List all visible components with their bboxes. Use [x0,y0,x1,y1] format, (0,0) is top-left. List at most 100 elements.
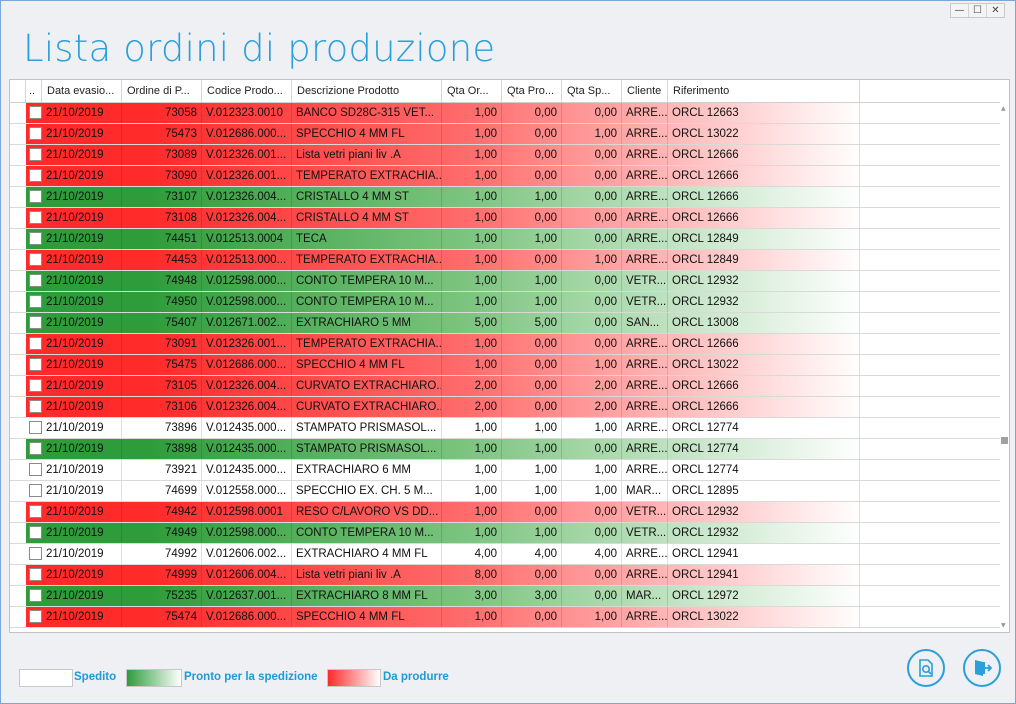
row-select-checkbox[interactable] [29,484,42,497]
table-row[interactable]: 21/10/2019 73896 V.012435.000... STAMPATO P… [10,418,1000,439]
row-select-checkbox[interactable] [29,232,42,245]
row-status-background [26,250,862,270]
maximize-button[interactable]: ☐ [969,4,987,17]
table-row[interactable]: 21/10/2019 73089 V.012326.001... Lista vetr… [10,145,1000,166]
cell-qta-spedita: 0,00 [562,208,622,228]
cell-codice: V.012598.000... [202,292,292,312]
scroll-down-icon[interactable]: ▼ [1001,622,1006,629]
row-select-checkbox[interactable] [29,505,42,518]
cell-codice: V.012637.001... [202,586,292,606]
header-codice[interactable]: Codice Prodo... [202,80,292,102]
row-select-checkbox[interactable] [29,610,42,623]
table-row[interactable]: 21/10/2019 74948 V.012598.000... CONTO TEMP… [10,271,1000,292]
table-row[interactable]: 21/10/2019 74949 V.012598.000... CONTO TEMP… [10,523,1000,544]
row-select-checkbox[interactable] [29,400,42,413]
row-select-checkbox[interactable] [29,421,42,434]
scroll-thumb[interactable] [1001,437,1008,444]
row-select-checkbox[interactable] [29,547,42,560]
preview-button[interactable] [907,649,945,687]
header-qta-prodotta[interactable]: Qta Pro... [502,80,562,102]
row-select-checkbox[interactable] [29,127,42,140]
header-descrizione[interactable]: Descrizione Prodotto [292,80,442,102]
table-row[interactable]: 21/10/2019 74950 V.012598.000... CONTO TEMP… [10,292,1000,313]
row-select-checkbox[interactable] [29,589,42,602]
header-riferimento[interactable]: Riferimento [668,80,860,102]
cell-qta-prodotta: 1,00 [502,460,562,480]
table-row[interactable]: 21/10/2019 75475 V.012686.000... SPECCHIO 4… [10,355,1000,376]
table-row[interactable]: 21/10/2019 74453 V.012513.000... TEMPERATO … [10,250,1000,271]
cell-cliente: SAN... [622,313,668,333]
table-row[interactable]: 21/10/2019 73898 V.012435.000... STAMPATO P… [10,439,1000,460]
cell-cliente: ARRE... [622,460,668,480]
row-select-checkbox[interactable] [29,337,42,350]
table-row[interactable]: 21/10/2019 73090 V.012326.001... TEMPERATO … [10,166,1000,187]
row-status-background [26,481,862,501]
cell-cliente: ARRE... [622,397,668,417]
row-select-checkbox[interactable] [29,106,42,119]
row-select-checkbox[interactable] [29,211,42,224]
row-select-checkbox[interactable] [29,253,42,266]
table-row[interactable]: 21/10/2019 74451 V.012513.0004 TECA 1,00 1,00… [10,229,1000,250]
row-select-checkbox[interactable] [29,526,42,539]
row-select-checkbox[interactable] [29,379,42,392]
cell-descrizione: EXTRACHIARO 5 MM [292,313,442,333]
row-select-checkbox[interactable] [29,169,42,182]
cell-riferimento: ORCL 13008 [668,313,860,333]
table-row[interactable]: 21/10/2019 73106 V.012326.004... CURVATO EX… [10,397,1000,418]
table-row[interactable]: 21/10/2019 73921 V.012435.000... EXTRACHIAR… [10,460,1000,481]
cell-data-evasione: 21/10/2019 [42,292,122,312]
row-select-checkbox[interactable] [29,463,42,476]
row-select-checkbox[interactable] [29,274,42,287]
header-ordine[interactable]: Ordine di P... [122,80,202,102]
table-row[interactable]: 21/10/2019 74992 V.012606.002... EXTRACHIAR… [10,544,1000,565]
minimize-button[interactable]: — [951,4,969,17]
legend-label-pronto: Pronto per la spedizione [184,671,318,683]
table-row[interactable]: 21/10/2019 73107 V.012326.004... CRISTALLO … [10,187,1000,208]
row-status-marker [27,456,42,459]
table-row[interactable]: 21/10/2019 75235 V.012637.001... EXTRACHIAR… [10,586,1000,607]
row-select-checkbox[interactable] [29,190,42,203]
table-row[interactable]: 21/10/2019 73108 V.012326.004... CRISTALLO … [10,208,1000,229]
cell-qta-spedita: 1,00 [562,418,622,438]
exit-button[interactable] [963,649,1001,687]
row-select-checkbox[interactable] [29,316,42,329]
row-status-background [26,418,862,438]
cell-ordine: 73106 [122,397,202,417]
table-row[interactable]: 21/10/2019 73105 V.012326.004... CURVATO EX… [10,376,1000,397]
row-select-checkbox[interactable] [29,148,42,161]
row-select-checkbox[interactable] [29,442,42,455]
table-row[interactable]: 21/10/2019 74699 V.012558.000... SPECCHIO E… [10,481,1000,502]
cell-qta-ordinata: 1,00 [442,166,502,186]
row-status-background [26,208,862,228]
grid-header: .. Data evasio... Ordine di P... Codice … [10,80,1000,103]
header-select[interactable]: .. [26,80,42,102]
cell-qta-spedita: 4,00 [562,544,622,564]
table-row[interactable]: 21/10/2019 73091 V.012326.001... TEMPERATO … [10,334,1000,355]
vertical-scrollbar[interactable]: ▲ ▼ [1000,103,1009,631]
row-select-checkbox[interactable] [29,358,42,371]
row-select-checkbox[interactable] [29,295,42,308]
table-row[interactable]: 21/10/2019 74942 V.012598.0001 RESO C/LAVOR… [10,502,1000,523]
row-status-background [26,397,862,417]
scroll-up-icon[interactable]: ▲ [1001,105,1006,112]
table-row[interactable]: 21/10/2019 75473 V.012686.000... SPECCHIO 4… [10,124,1000,145]
header-qta-spedita[interactable]: Qta Sp... [562,80,622,102]
cell-descrizione: CONTO TEMPERA 10 M... [292,271,442,291]
cell-descrizione: Lista vetri piani liv .A [292,145,442,165]
cell-ordine: 75473 [122,124,202,144]
header-cliente[interactable]: Cliente [622,80,668,102]
row-status-background [26,460,862,480]
legend-swatch-pronto [126,669,182,687]
header-data-evasione[interactable]: Data evasio... [42,80,122,102]
table-row[interactable]: 21/10/2019 75474 V.012686.000... SPECCHIO 4… [10,607,1000,628]
cell-qta-prodotta: 0,00 [502,355,562,375]
close-button[interactable]: ✕ [991,5,1000,16]
table-row[interactable]: 21/10/2019 75407 V.012671.002... EXTRACHIAR… [10,313,1000,334]
cell-descrizione: TEMPERATO EXTRACHIA... [292,166,442,186]
row-select-checkbox[interactable] [29,568,42,581]
header-qta-ordinata[interactable]: Qta Or... [442,80,502,102]
cell-descrizione: TEMPERATO EXTRACHIA... [292,250,442,270]
cell-qta-spedita: 0,00 [562,103,622,123]
table-row[interactable]: 21/10/2019 73058 V.012323.0010 BANCO SD28C-… [10,103,1000,124]
table-row[interactable]: 21/10/2019 74999 V.012606.004... Lista vetr… [10,565,1000,586]
